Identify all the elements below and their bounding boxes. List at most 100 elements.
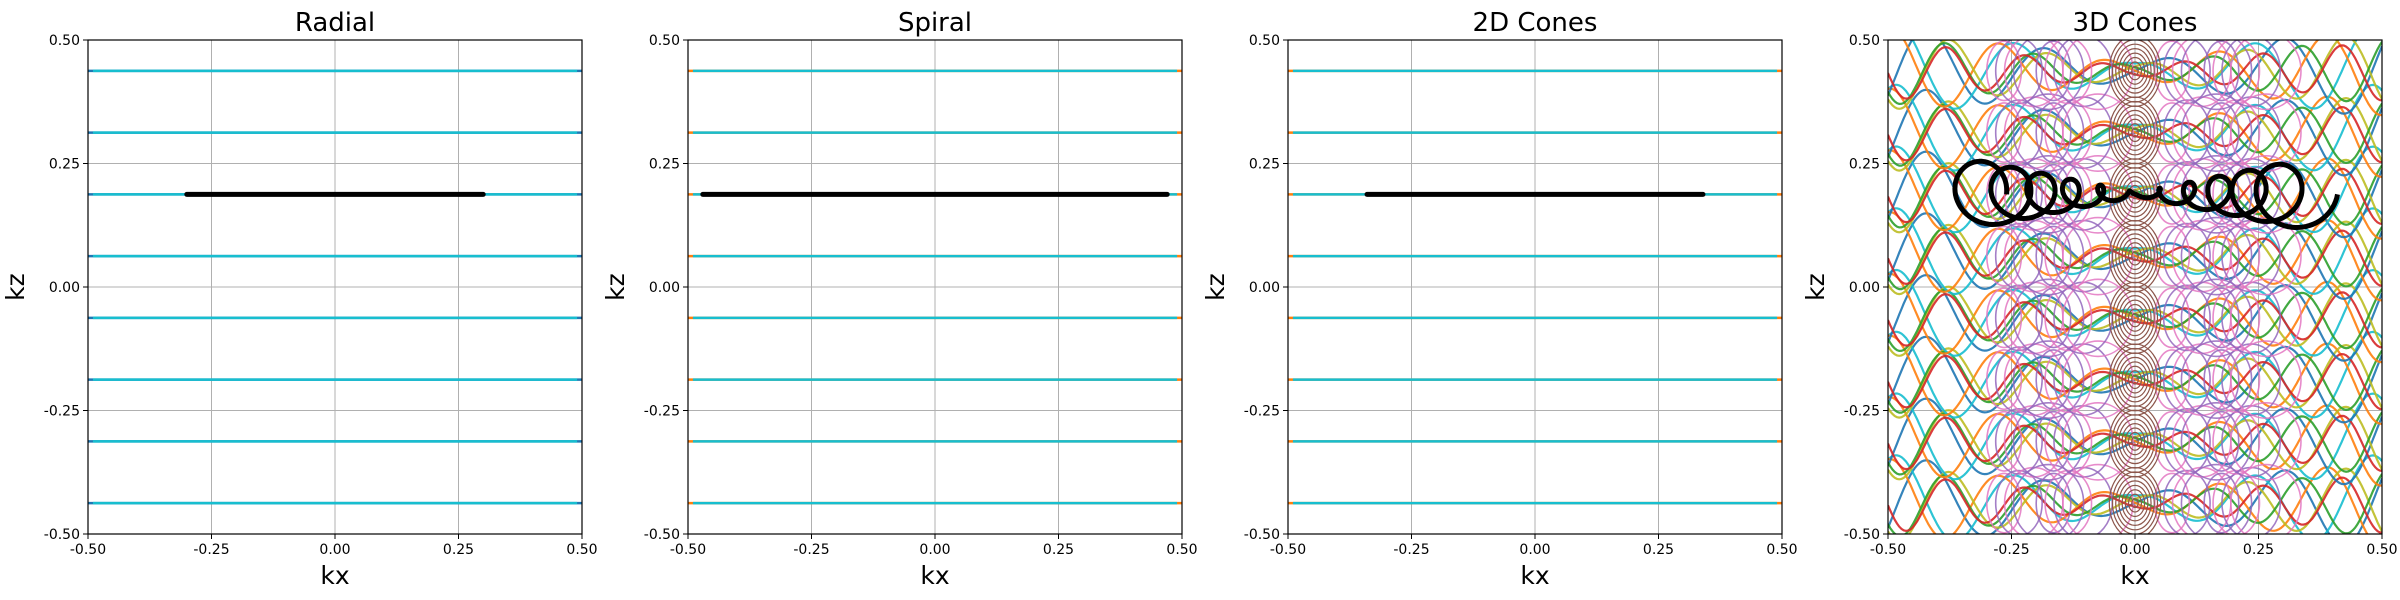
axis-ticks: -0.50 -0.25 0.00 0.25 0.50 -0.50 -0.25 0.00 0.25… xyxy=(1244,33,1798,558)
trajectory-loop xyxy=(2012,278,2085,358)
trajectory-loop xyxy=(2212,160,2261,228)
panel-spiral: Spiral -0.50 -0.25 0.00 0.25 0.50 -0.50 -0.25 0… xyxy=(601,8,1198,590)
y-tick-label: -0.50 xyxy=(1244,527,1280,543)
x-tick-label: 0.25 xyxy=(2243,542,2274,558)
trajectory-loop xyxy=(2203,410,2240,472)
trajectory-line xyxy=(1888,226,2382,291)
trajectory-loop xyxy=(2180,340,2253,419)
trajectory-line xyxy=(1888,164,2382,229)
grid xyxy=(1287,39,1783,535)
trajectory-loop xyxy=(2044,40,2093,105)
trajectory-loop xyxy=(2203,225,2240,287)
x-tick-label: 0.25 xyxy=(443,542,474,558)
trajectory-loop xyxy=(2012,40,2085,111)
x-tick-label: -0.25 xyxy=(793,542,829,558)
x-tick-label: 0.00 xyxy=(2119,542,2150,558)
trajectory-line xyxy=(1888,414,2382,472)
y-tick-label: -0.25 xyxy=(644,404,680,420)
trajectory-loop xyxy=(2230,40,2302,111)
panel-2d-cones: 2D Cones -0.50 -0.25 0.00 0.25 0.50 -0.50 -0.2… xyxy=(1201,8,1798,590)
trajectory-loop xyxy=(2180,402,2253,481)
trajectory-loop xyxy=(2012,155,2085,234)
trajectory-loop xyxy=(2035,163,2072,225)
y-tick-label: 0.50 xyxy=(649,33,680,49)
x-tick-label: 0.50 xyxy=(566,542,597,558)
trajectory-ring xyxy=(2118,480,2152,526)
highlighted-trajectory-line xyxy=(1952,158,2340,230)
y-axis-label: kz xyxy=(601,273,630,301)
trajectory-loop xyxy=(2162,407,2211,475)
trajectory-loop xyxy=(2062,402,2134,481)
trajectory-ring xyxy=(2124,118,2146,147)
chart-title: Spiral xyxy=(898,8,972,38)
x-tick-label: -0.50 xyxy=(670,542,706,558)
trajectory-ring xyxy=(2118,109,2152,156)
axis-ticks: -0.50 -0.25 0.00 0.25 0.50 -0.50 -0.25 0.00 0.25… xyxy=(44,33,598,558)
trajectory-loop xyxy=(1994,222,2043,290)
trajectory-ring xyxy=(2127,61,2143,81)
trajectory-loop xyxy=(2062,340,2134,419)
trajectory-ring xyxy=(2131,374,2139,385)
trajectory-loop xyxy=(2044,469,2093,534)
x-tick-label: -0.25 xyxy=(1393,542,1429,558)
grid xyxy=(87,39,583,535)
trajectory-loop xyxy=(2035,102,2072,164)
trajectory-loop xyxy=(2012,340,2085,419)
trajectory-line xyxy=(1888,105,2382,164)
trajectory-loop xyxy=(1994,407,2043,475)
trajectory-ring xyxy=(2124,365,2146,394)
y-tick-label: 0.25 xyxy=(649,157,680,173)
trajectory-ring xyxy=(2124,427,2146,456)
x-axis-label: kx xyxy=(320,561,349,590)
trajectory-ring xyxy=(2118,418,2152,465)
trajectory-line xyxy=(1888,44,2382,102)
trajectory-loop xyxy=(2180,40,2253,111)
trajectory-ring xyxy=(2115,43,2155,99)
trajectory-ring xyxy=(2121,484,2149,522)
y-tick-label: 0.00 xyxy=(649,280,680,296)
x-tick-label: 0.50 xyxy=(1166,542,1197,558)
trajectory-loop xyxy=(2035,225,2072,287)
trajectory-loop xyxy=(1985,410,2023,472)
y-tick-label: 0.25 xyxy=(1849,157,1880,173)
trajectory-loop xyxy=(1994,284,2043,352)
trajectory-ring xyxy=(2121,237,2149,275)
trajectory-loop xyxy=(2212,99,2261,167)
trajectory-loop xyxy=(2162,222,2211,290)
trajectory-ring xyxy=(2131,127,2139,138)
x-axis-label: kx xyxy=(2120,561,2149,590)
trajectory-loop xyxy=(2203,287,2240,349)
trajectory-ring xyxy=(2121,361,2149,399)
trajectory-line xyxy=(1888,349,2382,414)
trajectory-line xyxy=(1888,41,2382,106)
trajectory-line xyxy=(1888,411,2382,476)
trajectory-ring xyxy=(2127,493,2143,513)
trajectory-line xyxy=(1888,352,2382,411)
x-axis-label: kx xyxy=(920,561,949,590)
trajectory-ring xyxy=(2121,114,2149,152)
x-tick-label: -0.50 xyxy=(1870,542,1906,558)
trajectory-loop xyxy=(2230,278,2302,358)
trajectory-loop xyxy=(2212,407,2261,475)
trajectory-loop xyxy=(2035,410,2072,472)
trajectory-line xyxy=(1888,167,2382,225)
trajectory-loop xyxy=(2012,93,2085,172)
trajectory-loop xyxy=(1985,349,2023,411)
trajectory-ring xyxy=(2121,52,2149,90)
y-tick-label: 0.25 xyxy=(49,157,80,173)
trajectory-lines xyxy=(1888,40,2382,534)
trajectory-ring xyxy=(2118,356,2152,403)
x-tick-label: -0.25 xyxy=(193,542,229,558)
trajectory-loop xyxy=(2062,463,2134,534)
trajectory-loop xyxy=(1994,346,2043,414)
trajectory-loop xyxy=(2203,349,2240,411)
trajectory-line xyxy=(1888,291,2382,349)
y-tick-label: -0.25 xyxy=(1844,404,1880,420)
trajectory-loop xyxy=(2203,102,2240,164)
trajectory-loop xyxy=(2044,284,2093,352)
trajectory-loop xyxy=(2212,40,2261,105)
trajectory-loop xyxy=(2062,278,2134,358)
trajectory-loop xyxy=(1985,472,2023,534)
trajectory-loop xyxy=(2212,222,2261,290)
